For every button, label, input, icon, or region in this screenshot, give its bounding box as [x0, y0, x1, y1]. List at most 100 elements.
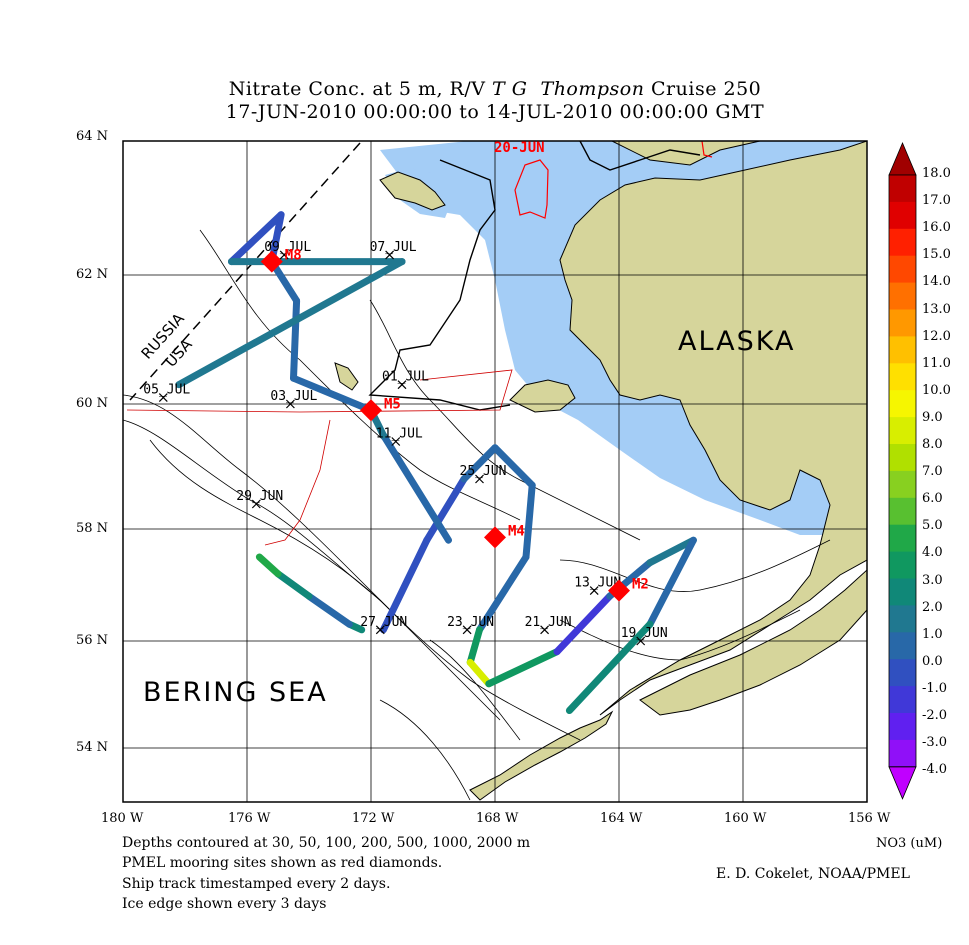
ice-edge-lines: [368, 141, 701, 411]
track-segment: [491, 444, 536, 489]
caption-track: Ship track timestamped every 2 days.: [122, 876, 391, 892]
timestamp-21_jun: 21_JUN: [525, 615, 572, 635]
depth-contours: [123, 229, 831, 801]
track-segment: [290, 374, 375, 414]
track-segment: [274, 570, 313, 600]
track-segment: [466, 626, 483, 666]
lat-label-64: 64 N: [76, 129, 109, 144]
chart-title-line1: Nitrate Conc. at 5 m, R/V T G Thompson C…: [228, 78, 762, 100]
track-segment: [305, 592, 353, 628]
svg-text:03_JUL: 03_JUL: [270, 389, 317, 404]
mooring-diamond-m5: [360, 399, 382, 422]
chart-title-line2: 17-JUN-2010 00:00:00 to 14-JUL-2010 00:0…: [225, 101, 765, 123]
mooring-label-m8: M8: [285, 248, 302, 264]
timestamp-19_jun: 19_JUN: [621, 626, 668, 646]
timestamp-05_jul: 05_JUL: [143, 383, 190, 402]
colorbar-tick-label: 5.0: [922, 518, 943, 534]
lat-label-56: 56 N: [76, 633, 109, 648]
colorbar-tick-label: 6.0: [922, 491, 943, 507]
svg-text:11_JUL: 11_JUL: [376, 427, 423, 442]
colorbar-tick-label: 11.0: [922, 355, 951, 371]
colorbar-tick-label: -2.0: [922, 708, 948, 723]
timestamp-11_jul: 11_JUL: [376, 427, 423, 446]
label-bering-sea: BERING SEA: [143, 677, 328, 708]
mooring-label-m5: M5: [384, 396, 401, 412]
colorbar-tick-label: 9.0: [922, 409, 943, 425]
svg-text:27_JUN: 27_JUN: [360, 615, 407, 630]
lon-label-156: 156 W: [848, 811, 891, 826]
colorbar-units: NO3 (uM): [876, 836, 943, 851]
timestamp-27_jun: 27_JUN: [360, 615, 407, 635]
colorbar-tick-label: 4.0: [922, 545, 943, 561]
colorbar-tick-label: 14.0: [922, 274, 951, 290]
track-segment: [646, 536, 697, 628]
colorbar-tick-label: 12.0: [922, 328, 951, 344]
colorbar-tick-label: 1.0: [922, 626, 943, 642]
lat-label-58: 58 N: [76, 521, 109, 536]
track-segment: [290, 297, 301, 382]
lon-label-168: 168 W: [476, 811, 519, 826]
timestamp-09_jul: 09_JUL: [264, 240, 311, 260]
maritime-boundary: [129, 142, 361, 401]
svg-text:29_JUN: 29_JUN: [236, 489, 283, 504]
lon-label-176: 176 W: [228, 811, 271, 826]
ice-edge-20-jun: [514, 159, 549, 219]
colorbar-tick-label: 3.0: [922, 572, 943, 588]
track-segment: [379, 536, 431, 634]
colorbar-tick-label: -3.0: [922, 735, 948, 751]
track-segment: [460, 444, 499, 483]
caption-moorings: PMEL mooring sites shown as red diamonds…: [122, 855, 443, 871]
lon-label-180: 180 W: [101, 811, 144, 826]
mooring-diamond-m2: [608, 579, 630, 602]
svg-text:01_JUL: 01_JUL: [382, 370, 429, 385]
aleutian-islands: [469, 710, 614, 801]
map-frame: [122, 140, 868, 803]
svg-text:23_JUN: 23_JUN: [447, 615, 494, 630]
timestamp-23_jun: 23_JUN: [447, 615, 494, 635]
track-segment: [476, 553, 530, 634]
credit: E. D. Cokelet, NOAA/PMEL: [716, 866, 910, 882]
nitrate-track: [175, 211, 697, 715]
lon-label-164: 164 W: [600, 811, 643, 826]
track-timestamps: 09_JUL 07_JUL 05_JUL 03_JUL 01_JUL 11_JUL 29_J…: [143, 240, 668, 646]
alaska-peninsula: [639, 569, 867, 716]
timestamp-03_jul: 03_JUL: [270, 389, 318, 409]
colorbar-tick-label: 18.0: [922, 166, 951, 181]
graticule: [123, 141, 867, 802]
svg-text:25_JUN: 25_JUN: [460, 464, 507, 479]
alaska-land: [559, 141, 867, 716]
lat-label-54: 54 N: [76, 740, 109, 755]
colorbar-tick-label: 15.0: [922, 247, 951, 263]
timestamp-07_jul: 07_JUL: [370, 240, 417, 260]
svg-text:05_JUL: 05_JUL: [143, 383, 190, 398]
lon-label-160: 160 W: [724, 811, 767, 826]
timestamp-01_jul: 01_JUL: [382, 370, 429, 390]
lat-label-60: 60 N: [76, 396, 109, 411]
lat-label-62: 62 N: [76, 267, 109, 282]
mooring-sites: M8 M5 M4 M2: [260, 248, 649, 602]
track-segment: [565, 620, 654, 715]
track-segment: [255, 553, 282, 578]
track-segment: [646, 536, 697, 567]
track-segment: [522, 481, 536, 561]
track-segment: [553, 592, 614, 656]
colorbar-tick-label: 16.0: [922, 220, 951, 236]
colorbar-tick-label: 10.0: [922, 382, 951, 398]
colorbar-tick-label: 13.0: [922, 301, 951, 317]
track-segment: [485, 648, 561, 688]
ice-edge-20-jun-2: [701, 141, 713, 158]
cruise-thin-track: [126, 369, 513, 546]
colorbar-tick-label: 7.0: [922, 464, 943, 480]
svg-text:13_JUN: 13_JUN: [574, 576, 621, 591]
caption-ice: Ice edge shown every 3 days: [122, 896, 327, 912]
label-ice-date: 20-JUN: [494, 140, 545, 156]
svg-text:19_JUN: 19_JUN: [621, 626, 668, 641]
track-segment: [175, 258, 406, 389]
mooring-diamond-m8: [260, 250, 283, 273]
timestamp-29_jun: 29_JUN: [236, 489, 283, 509]
colorbar-tick-label: -4.0: [922, 762, 948, 778]
track-segment: [466, 658, 493, 688]
track-segment: [423, 475, 468, 544]
svg-text:09_JUL: 09_JUL: [264, 240, 311, 255]
